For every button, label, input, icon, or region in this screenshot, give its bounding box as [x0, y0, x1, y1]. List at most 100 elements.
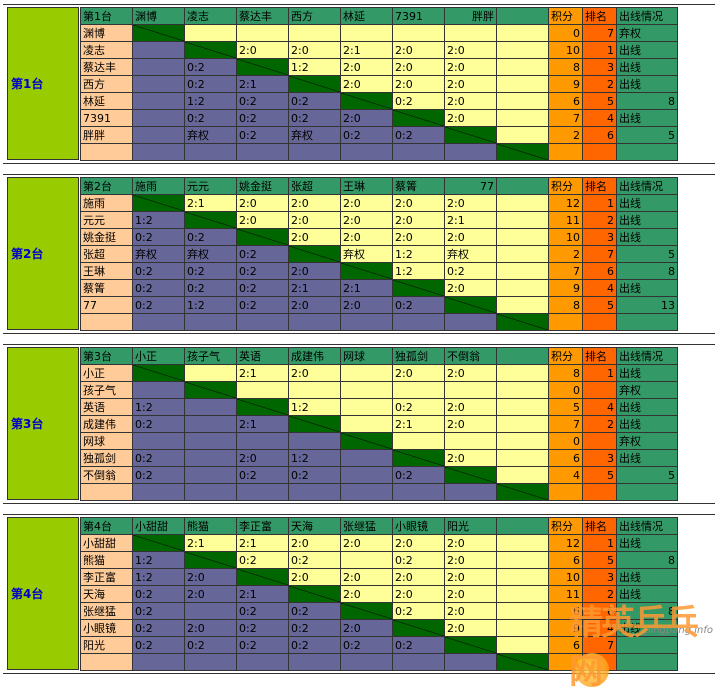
score-cell: [496, 602, 549, 620]
points-cell: 7: [548, 262, 583, 280]
player-name: 王琳: [80, 262, 133, 280]
score-cell: 0:2: [288, 466, 341, 484]
score-cell: [340, 483, 393, 501]
score-cell: [496, 245, 549, 263]
column-header: 李正富: [236, 517, 289, 535]
points-cell: [548, 483, 583, 501]
player-name: 77: [80, 296, 133, 314]
qualify-status: [616, 483, 678, 501]
score-cell: 1:2: [132, 551, 185, 569]
score-cell: 2:0: [288, 568, 341, 586]
column-header: 小甜甜: [132, 517, 185, 535]
table-row: 成建伟 0:2 2:1 2:1 2:0 7 2 出线: [80, 415, 678, 433]
score-cell: [236, 653, 289, 671]
diagonal-cell: [340, 602, 393, 620]
qualify-status: 出线: [616, 568, 678, 586]
score-cell: 弃权: [288, 126, 341, 144]
diagonal-cell: [496, 653, 549, 671]
score-cell: 0:2: [184, 262, 237, 280]
score-cell: 2:0: [340, 568, 393, 586]
table-row: 小甜甜 2:1 2:1 2:0 2:0 2:0 2:0 12 1 出线: [80, 534, 678, 552]
score-cell: [496, 126, 549, 144]
group-frame: [3, 514, 715, 674]
rank-cell: 7: [582, 245, 617, 263]
score-cell: 1:2: [392, 245, 445, 263]
player-name: 不倒翁: [80, 466, 133, 484]
table-row: 凌志 2:0 2:0 2:1 2:0 2:0 10 1 出线: [80, 41, 678, 59]
score-cell: 2:1: [236, 585, 289, 603]
table-row: 77 0:2 1:2 0:2 2:0 2:0 0:2 8 5 13: [80, 296, 678, 314]
column-header: [496, 177, 549, 195]
diagonal-cell: [184, 41, 237, 59]
score-cell: 0:2: [392, 398, 445, 416]
table-row: 王琳 0:2 0:2 0:2 2:0 1:2 0:2 7 6 8: [80, 262, 678, 280]
points-cell: 10: [548, 41, 583, 59]
player-name: 蔡达丰: [80, 58, 133, 76]
qualify-status: 出线: [616, 228, 678, 246]
group-table: 第3台 小正 孩子气 英语 成建伟 网球 独孤剑 不倒翁 积分 排名 出线情况 小正 2:1 2:0 2:0…: [80, 347, 678, 501]
column-header: 出线情况: [616, 177, 678, 195]
column-header: 王琳: [340, 177, 393, 195]
score-cell: [340, 466, 393, 484]
group-frame: [3, 344, 715, 504]
score-cell: 1:2: [132, 398, 185, 416]
column-header: 不倒翁: [444, 347, 497, 365]
score-cell: 0:2: [132, 228, 185, 246]
score-cell: 0:2: [184, 109, 237, 127]
diagonal-cell: [444, 466, 497, 484]
score-cell: [340, 143, 393, 161]
score-cell: [340, 398, 393, 416]
score-cell: 2:1: [236, 415, 289, 433]
score-cell: [496, 296, 549, 314]
player-name: 施雨: [80, 194, 133, 212]
column-header: 77: [444, 177, 497, 195]
table-row: 孩子气 0 弃权: [80, 381, 678, 399]
score-cell: [132, 75, 185, 93]
score-cell: 0:2: [236, 466, 289, 484]
points-cell: 10: [548, 568, 583, 586]
score-cell: [132, 432, 185, 450]
score-cell: [496, 534, 549, 552]
score-cell: 2:0: [444, 58, 497, 76]
diagonal-cell: [392, 449, 445, 467]
score-cell: 弃权: [340, 245, 393, 263]
score-cell: [496, 41, 549, 59]
column-header: 熊猫: [184, 517, 237, 535]
table-row: 7391 0:2 0:2 0:2 2:0 2:0 7 4 出线: [80, 109, 678, 127]
score-cell: 2:0: [184, 568, 237, 586]
rank-cell: 5: [582, 466, 617, 484]
diagonal-cell: [132, 534, 185, 552]
column-header: 第4台: [80, 517, 133, 535]
score-cell: [444, 483, 497, 501]
score-cell: 0:2: [132, 449, 185, 467]
watermark-logo: 精英乒乓网: [569, 603, 699, 692]
qualify-status: 出线: [616, 75, 678, 93]
score-cell: 0:2: [132, 466, 185, 484]
score-cell: 2:0: [340, 228, 393, 246]
score-cell: 2:0: [444, 228, 497, 246]
score-cell: [496, 92, 549, 110]
player-name: 蔡箐: [80, 279, 133, 297]
column-header: 出线情况: [616, 517, 678, 535]
score-cell: 0:2: [236, 279, 289, 297]
points-cell: 7: [548, 415, 583, 433]
watermark-url: pingpang.info: [644, 625, 713, 636]
qualify-status: 出线: [616, 398, 678, 416]
table-row: 林延 1:2 0:2 0:2 0:2 2:0 6 5 8: [80, 92, 678, 110]
table-row: 元元 1:2 2:0 2:0 2:0 2:0 2:1 11 2 出线: [80, 211, 678, 229]
column-header: 排名: [582, 347, 617, 365]
score-cell: 2:0: [288, 262, 341, 280]
score-cell: [236, 432, 289, 450]
score-cell: [496, 262, 549, 280]
score-cell: [496, 466, 549, 484]
rank-cell: 3: [582, 58, 617, 76]
watermark: pingpang.info 精英乒乓网: [569, 603, 719, 693]
score-cell: 0:2: [236, 296, 289, 314]
score-cell: [496, 568, 549, 586]
player-name: [80, 313, 133, 331]
score-cell: [340, 415, 393, 433]
column-header: 阳光: [444, 517, 497, 535]
score-cell: 2:0: [444, 109, 497, 127]
score-cell: [132, 313, 185, 331]
score-cell: 弃权: [184, 126, 237, 144]
